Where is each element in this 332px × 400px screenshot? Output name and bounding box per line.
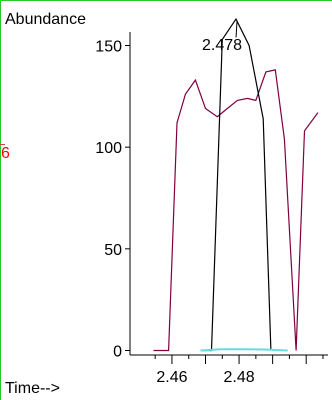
- series-layer: [153, 17, 319, 352]
- y-tick-label: 100: [95, 140, 122, 157]
- peak-annotation-label: 2.478: [202, 37, 242, 54]
- y-tick-label: 150: [95, 39, 122, 56]
- y-axis-label: Abundance: [5, 11, 86, 28]
- left-edge-fragment: 6: [1, 145, 10, 162]
- y-tick-label: 50: [104, 242, 122, 259]
- series-line-1: [153, 69, 319, 352]
- x-axis-label: Time-->: [5, 380, 60, 397]
- series-line-2: [200, 17, 272, 352]
- x-tick-label: 2.46: [156, 369, 187, 386]
- series-line-3: [200, 348, 288, 352]
- x-tick-label: 2.48: [223, 369, 254, 386]
- axes-layer: [129, 32, 328, 356]
- peak-annotation-marker: [235, 20, 238, 38]
- y-tick-label: 0: [113, 344, 122, 361]
- ticks-layer: 0 50 100 150 2.46 2.48: [95, 39, 324, 386]
